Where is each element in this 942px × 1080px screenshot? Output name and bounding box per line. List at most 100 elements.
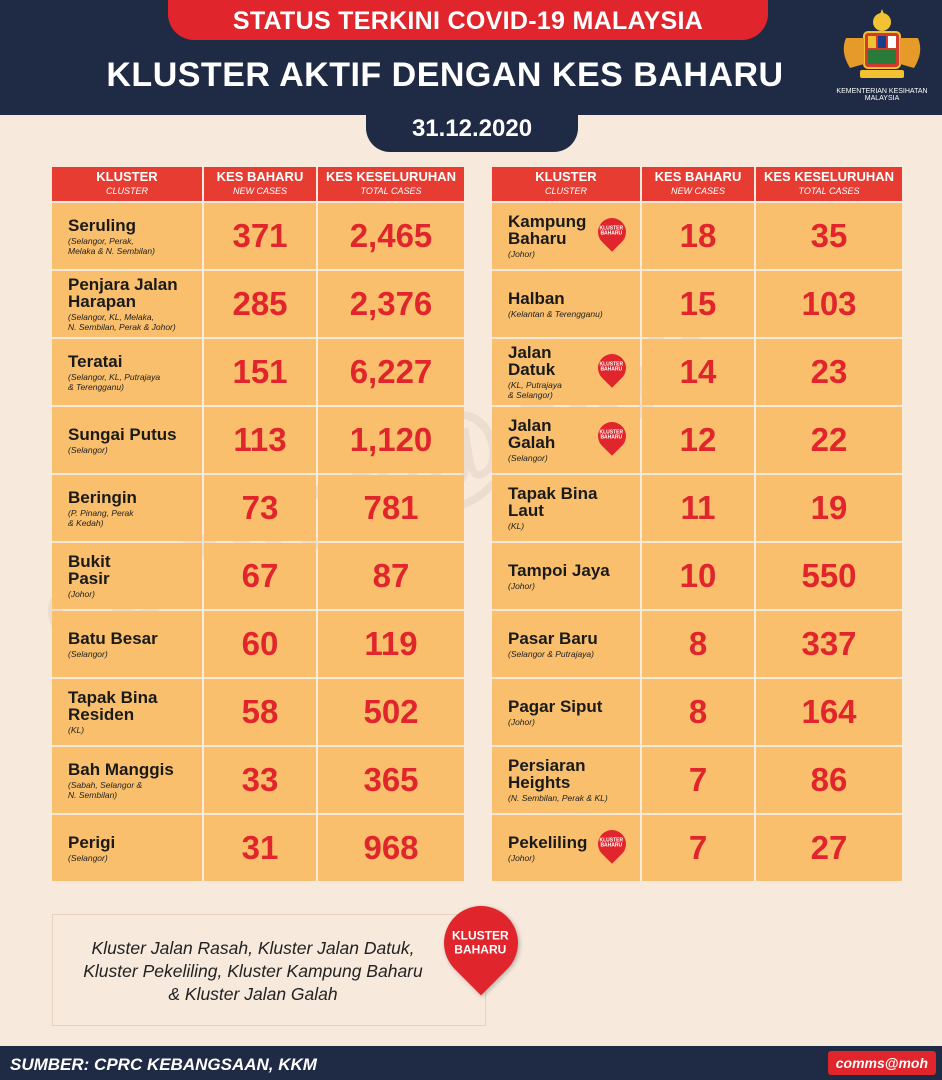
new-cases-value: 73 xyxy=(204,475,316,541)
table-row: Beringin (P. Pinang, Perak & Kedah) 73 781 xyxy=(52,475,464,541)
new-cases-value: 18 xyxy=(642,203,754,269)
new-cases-value: 58 xyxy=(204,679,316,745)
cluster-name: Halban xyxy=(508,288,565,308)
table-row: Pekeliling (Johor) KLUSTER BAHARU 7 27 xyxy=(492,815,902,881)
table-row: Batu Besar (Selangor) 60 119 xyxy=(52,611,464,677)
total-cases-value: 23 xyxy=(756,339,902,405)
new-cases-value: 12 xyxy=(642,407,754,473)
cluster-cell: Batu Besar (Selangor) xyxy=(52,611,202,677)
total-cases-value: 337 xyxy=(756,611,902,677)
cluster-states: (Johor) xyxy=(508,852,535,863)
col-new-header: KES BAHARU NEW CASES xyxy=(204,167,316,201)
cluster-states: (KL) xyxy=(508,521,525,531)
total-cases-value: 27 xyxy=(756,815,902,881)
new-cases-value: 15 xyxy=(642,271,754,337)
cluster-states: (P. Pinang, Perak & Kedah) xyxy=(68,507,134,528)
total-cases-value: 19 xyxy=(756,475,902,541)
left-cluster-table: KLUSTER CLUSTER KES BAHARU NEW CASES KES K… xyxy=(50,165,466,883)
cluster-name: Jalan Datuk xyxy=(508,343,556,379)
cluster-states: (N. Sembilan, Perak & KL) xyxy=(508,793,608,803)
cluster-cell: Perigi (Selangor) xyxy=(52,815,202,881)
cluster-cell: Jalan Datuk (KL, Putrajaya & Selangor) KLU… xyxy=(492,339,640,405)
table-row: Bukit Pasir (Johor) 67 87 xyxy=(52,543,464,609)
new-cases-value: 113 xyxy=(204,407,316,473)
cluster-states: (Johor) xyxy=(508,249,535,259)
status-banner: STATUS TERKINI COVID-19 MALAYSIA xyxy=(168,0,768,40)
cluster-name: Persiaran Heights xyxy=(508,756,586,792)
new-cluster-note: Kluster Jalan Rasah, Kluster Jalan Datuk… xyxy=(52,914,486,1026)
cluster-name: Seruling xyxy=(68,215,137,235)
new-cases-value: 151 xyxy=(204,339,316,405)
table-row: Seruling (Selangor, Perak, Melaka & N. Se… xyxy=(52,203,464,269)
table-row: Tampoi Jaya (Johor) 10 550 xyxy=(492,543,902,609)
ministry-crest: KEMENTERIAN KESIHATAN MALAYSIA xyxy=(830,8,934,104)
total-cases-value: 781 xyxy=(318,475,464,541)
cluster-cell: Tampoi Jaya (Johor) xyxy=(492,543,640,609)
total-cases-value: 87 xyxy=(318,543,464,609)
table-row: Bah Manggis (Sabah, Selangor & N. Sembila… xyxy=(52,747,464,813)
cluster-states: (Selangor) xyxy=(68,648,108,659)
total-cases-value: 2,465 xyxy=(318,203,464,269)
pin-label: KLUSTER BAHARU xyxy=(599,225,624,237)
cluster-cell: Tapak Bina Residen (KL) xyxy=(52,679,202,745)
cluster-name: Pagar Siput xyxy=(508,696,603,716)
new-cases-value: 371 xyxy=(204,203,316,269)
cluster-name: Pekeliling xyxy=(508,832,588,852)
source-text: SUMBER: CPRC KEBANGSAAN, KKM xyxy=(10,1055,317,1074)
cluster-states: (Selangor) xyxy=(68,444,108,455)
table-row: Perigi (Selangor) 31 968 xyxy=(52,815,464,881)
table-row: Sungai Putus (Selangor) 113 1,120 xyxy=(52,407,464,473)
cluster-states: (Johor) xyxy=(508,716,535,727)
col-total-header: KES KESELURUHAN TOTAL CASES xyxy=(756,167,902,201)
table-header-row: KLUSTER CLUSTER KES BAHARU NEW CASES KES K… xyxy=(52,167,464,201)
table-row: Pasar Baru (Selangor & Putrajaya) 8 337 xyxy=(492,611,902,677)
total-cases-value: 164 xyxy=(756,679,902,745)
table-row: Teratai (Selangor, KL, Putrajaya & Tereng… xyxy=(52,339,464,405)
cluster-states: (Kelantan & Terengganu) xyxy=(508,308,603,319)
table-row: Halban (Kelantan & Terengganu) 15 103 xyxy=(492,271,902,337)
cluster-states: (Johor) xyxy=(68,589,95,599)
new-cases-value: 33 xyxy=(204,747,316,813)
pin-label: KLUSTER BAHARU xyxy=(451,928,509,957)
cluster-cell: Halban (Kelantan & Terengganu) xyxy=(492,271,640,337)
cluster-states: (Selangor, Perak, Melaka & N. Sembilan) xyxy=(68,235,155,256)
total-cases-value: 6,227 xyxy=(318,339,464,405)
new-cases-value: 7 xyxy=(642,747,754,813)
cluster-name: Jalan Galah xyxy=(508,416,556,452)
cluster-name: Penjara Jalan Harapan xyxy=(68,275,178,311)
total-cases-value: 1,120 xyxy=(318,407,464,473)
cluster-cell: Pasar Baru (Selangor & Putrajaya) xyxy=(492,611,640,677)
col-new-header: KES BAHARU NEW CASES xyxy=(642,167,754,201)
col-cluster-header: KLUSTER CLUSTER xyxy=(492,167,640,201)
cluster-cell: Teratai (Selangor, KL, Putrajaya & Tereng… xyxy=(52,339,202,405)
cluster-states: (Sabah, Selangor & N. Sembilan) xyxy=(68,779,143,800)
cluster-cell: Seruling (Selangor, Perak, Melaka & N. Se… xyxy=(52,203,202,269)
new-cases-value: 60 xyxy=(204,611,316,677)
cluster-name: Tapak Bina Residen xyxy=(68,688,158,724)
table-row: Tapak Bina Laut (KL) 11 19 xyxy=(492,475,902,541)
cluster-cell: Kampung Baharu (Johor) KLUSTER BAHARU xyxy=(492,203,640,269)
cluster-name: Bukit Pasir xyxy=(68,552,111,588)
right-cluster-table: KLUSTER CLUSTER KES BAHARU NEW CASES KES K… xyxy=(490,165,904,883)
new-cases-value: 11 xyxy=(642,475,754,541)
table-row: Jalan Datuk (KL, Putrajaya & Selangor) KLU… xyxy=(492,339,902,405)
table-row: Pagar Siput (Johor) 8 164 xyxy=(492,679,902,745)
cluster-name: Batu Besar xyxy=(68,628,158,648)
col-total-header: KES KESELURUHAN TOTAL CASES xyxy=(318,167,464,201)
cluster-name: Beringin xyxy=(68,487,137,507)
cluster-name: Tampoi Jaya xyxy=(508,560,610,580)
total-cases-value: 968 xyxy=(318,815,464,881)
cluster-cell: Pekeliling (Johor) KLUSTER BAHARU xyxy=(492,815,640,881)
brand-badge: comms@moh xyxy=(827,1051,936,1075)
total-cases-value: 550 xyxy=(756,543,902,609)
cluster-name: Kampung Baharu xyxy=(508,212,587,248)
cluster-name: Tapak Bina Laut xyxy=(508,484,598,520)
table-header-row: KLUSTER CLUSTER KES BAHARU NEW CASES KES K… xyxy=(492,167,902,201)
total-cases-value: 365 xyxy=(318,747,464,813)
total-cases-value: 103 xyxy=(756,271,902,337)
table-row: Kampung Baharu (Johor) KLUSTER BAHARU 18 35 xyxy=(492,203,902,269)
cluster-cell: Jalan Galah (Selangor) KLUSTER BAHARU xyxy=(492,407,640,473)
cluster-states: (Selangor) xyxy=(68,852,108,863)
cluster-name: Bah Manggis xyxy=(68,759,174,779)
table-row: Persiaran Heights (N. Sembilan, Perak & K… xyxy=(492,747,902,813)
